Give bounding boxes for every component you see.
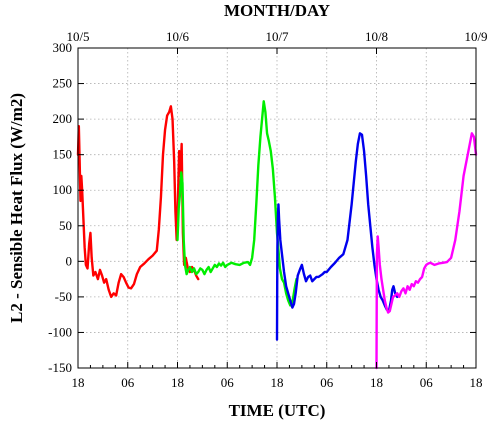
top-tick-label: 10/7: [265, 29, 289, 44]
y-tick-label: 300: [53, 40, 73, 55]
top-tick-label: 10/6: [166, 29, 190, 44]
series-line-3: [275, 132, 399, 341]
y-tick-label: 250: [53, 76, 73, 91]
x-tick-label: 18: [470, 375, 483, 390]
y-tick-label: 0: [66, 253, 73, 268]
x-tick-label: 06: [320, 375, 334, 390]
y-tick-label: 200: [53, 111, 73, 126]
top-axis-title: MONTH/DAY: [224, 1, 330, 20]
x-tick-label: 06: [121, 375, 135, 390]
top-tick-label: 10/9: [464, 29, 487, 44]
data-series: [76, 100, 478, 370]
x-tick-label: 18: [171, 375, 184, 390]
axis-ticks: [77, 47, 477, 369]
y-tick-label: -50: [55, 289, 72, 304]
y-tick-label: 50: [59, 218, 72, 233]
series-line-4: [375, 132, 478, 370]
top-tick-label: 10/8: [365, 29, 388, 44]
x-axis-title: TIME (UTC): [229, 401, 326, 420]
tick-labels: -150 -100 -50 0 50 100 150 200 250 300 18 06 18 06 18 0…: [48, 29, 487, 390]
y-tick-label: -150: [48, 360, 72, 375]
y-axis-title: L2 - Sensible Heat Flux (W/m2): [7, 93, 26, 323]
y-tick-label: 150: [53, 147, 73, 162]
x-tick-label: 18: [370, 375, 383, 390]
x-tick-label: 06: [420, 375, 434, 390]
top-tick-label: 10/5: [66, 29, 89, 44]
x-tick-label: 18: [72, 375, 85, 390]
y-tick-label: -100: [48, 324, 72, 339]
x-tick-label: 06: [221, 375, 235, 390]
y-tick-label: 100: [53, 182, 73, 197]
x-tick-label: 18: [271, 375, 284, 390]
